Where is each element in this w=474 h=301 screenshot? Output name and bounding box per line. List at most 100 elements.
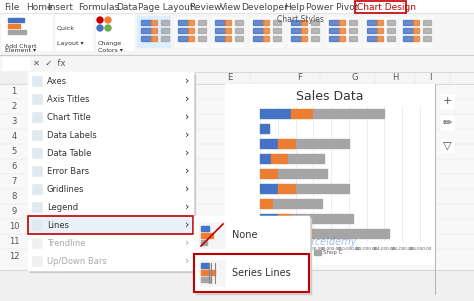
Text: Change: Change bbox=[98, 42, 122, 46]
Text: Chart Title: Chart Title bbox=[47, 113, 91, 122]
Text: F: F bbox=[298, 73, 302, 82]
Bar bbox=[235, 28, 243, 33]
Bar bbox=[387, 20, 395, 25]
Text: $6,000.00: $6,000.00 bbox=[303, 246, 324, 250]
Bar bbox=[28, 90, 193, 108]
Text: ›: › bbox=[185, 112, 190, 122]
Bar bbox=[215, 20, 225, 25]
Bar bbox=[250, 250, 257, 255]
Bar bbox=[260, 214, 278, 223]
Text: Add Chart: Add Chart bbox=[5, 44, 36, 48]
Bar bbox=[0, 0, 474, 13]
Bar bbox=[253, 28, 263, 33]
Text: Chart Styles: Chart Styles bbox=[276, 15, 323, 24]
Text: ▽: ▽ bbox=[443, 140, 451, 150]
Bar bbox=[301, 36, 307, 41]
Bar bbox=[282, 250, 289, 255]
Bar bbox=[278, 184, 296, 193]
Bar bbox=[288, 17, 320, 47]
Bar bbox=[0, 55, 474, 72]
Text: ›: › bbox=[185, 184, 190, 194]
Bar bbox=[273, 199, 322, 208]
Bar bbox=[364, 17, 396, 47]
Bar bbox=[32, 220, 42, 230]
Bar bbox=[138, 17, 170, 47]
Text: Page Layout: Page Layout bbox=[138, 2, 194, 11]
Bar bbox=[32, 148, 42, 158]
Bar bbox=[178, 28, 188, 33]
Bar bbox=[225, 28, 231, 33]
Bar bbox=[313, 229, 389, 238]
Bar bbox=[198, 28, 206, 33]
Text: Data Labels: Data Labels bbox=[47, 131, 97, 139]
Bar bbox=[161, 36, 169, 41]
Bar bbox=[28, 234, 193, 252]
Bar bbox=[28, 144, 193, 162]
Text: 1: 1 bbox=[11, 87, 17, 96]
Text: File: File bbox=[4, 2, 19, 11]
Bar bbox=[367, 36, 377, 41]
Bar bbox=[349, 20, 357, 25]
Text: +: + bbox=[442, 96, 452, 106]
Bar bbox=[32, 112, 42, 122]
Text: 8: 8 bbox=[11, 192, 17, 201]
Text: Lines: Lines bbox=[47, 221, 69, 229]
Text: Colors ▾: Colors ▾ bbox=[98, 48, 123, 52]
Bar bbox=[215, 28, 225, 33]
Text: 3: 3 bbox=[11, 117, 17, 126]
Bar bbox=[314, 250, 321, 255]
Bar bbox=[291, 36, 301, 41]
Bar bbox=[260, 124, 269, 133]
Text: $12,000.00: $12,000.00 bbox=[355, 246, 378, 250]
Bar bbox=[263, 28, 269, 33]
Bar bbox=[28, 108, 193, 126]
Bar bbox=[313, 109, 384, 118]
Text: Quick: Quick bbox=[57, 26, 75, 30]
Text: $0.00: $0.00 bbox=[254, 246, 266, 250]
Bar bbox=[273, 20, 281, 25]
Bar bbox=[141, 20, 151, 25]
Bar bbox=[161, 28, 169, 33]
Text: Sales Data: Sales Data bbox=[296, 89, 364, 103]
Text: exceldemy: exceldemy bbox=[303, 237, 357, 247]
Bar bbox=[250, 17, 282, 47]
Bar bbox=[198, 20, 206, 25]
Bar bbox=[423, 28, 431, 33]
Bar bbox=[273, 36, 281, 41]
Bar bbox=[2, 15, 52, 50]
Bar bbox=[377, 36, 383, 41]
Bar bbox=[141, 28, 151, 33]
Bar bbox=[32, 76, 42, 86]
Bar bbox=[260, 109, 291, 118]
Text: Layout ▾: Layout ▾ bbox=[57, 42, 83, 46]
Text: 2: 2 bbox=[11, 102, 17, 111]
Bar bbox=[387, 36, 395, 41]
Bar bbox=[28, 72, 193, 270]
Bar bbox=[28, 216, 193, 234]
Bar bbox=[271, 154, 289, 163]
Bar bbox=[28, 126, 193, 144]
Text: ✏: ✏ bbox=[442, 118, 452, 128]
Text: None: None bbox=[232, 230, 257, 240]
Circle shape bbox=[105, 17, 111, 23]
Text: ›: › bbox=[185, 220, 190, 230]
Bar bbox=[260, 139, 278, 148]
Bar bbox=[260, 199, 273, 208]
Bar bbox=[349, 28, 357, 33]
Bar bbox=[199, 222, 225, 248]
Text: 9: 9 bbox=[11, 207, 17, 216]
Text: ›: › bbox=[185, 202, 190, 212]
Bar bbox=[311, 36, 319, 41]
Bar bbox=[253, 20, 263, 25]
Bar bbox=[235, 20, 243, 25]
Bar bbox=[28, 162, 193, 180]
Bar bbox=[260, 154, 271, 163]
Text: 7: 7 bbox=[11, 177, 17, 186]
Text: $8,000.00: $8,000.00 bbox=[321, 246, 342, 250]
Bar bbox=[2, 57, 30, 70]
Bar bbox=[55, 15, 93, 50]
Bar bbox=[235, 36, 243, 41]
Bar bbox=[194, 254, 309, 292]
Bar bbox=[413, 20, 419, 25]
Text: Data Table: Data Table bbox=[47, 148, 91, 157]
